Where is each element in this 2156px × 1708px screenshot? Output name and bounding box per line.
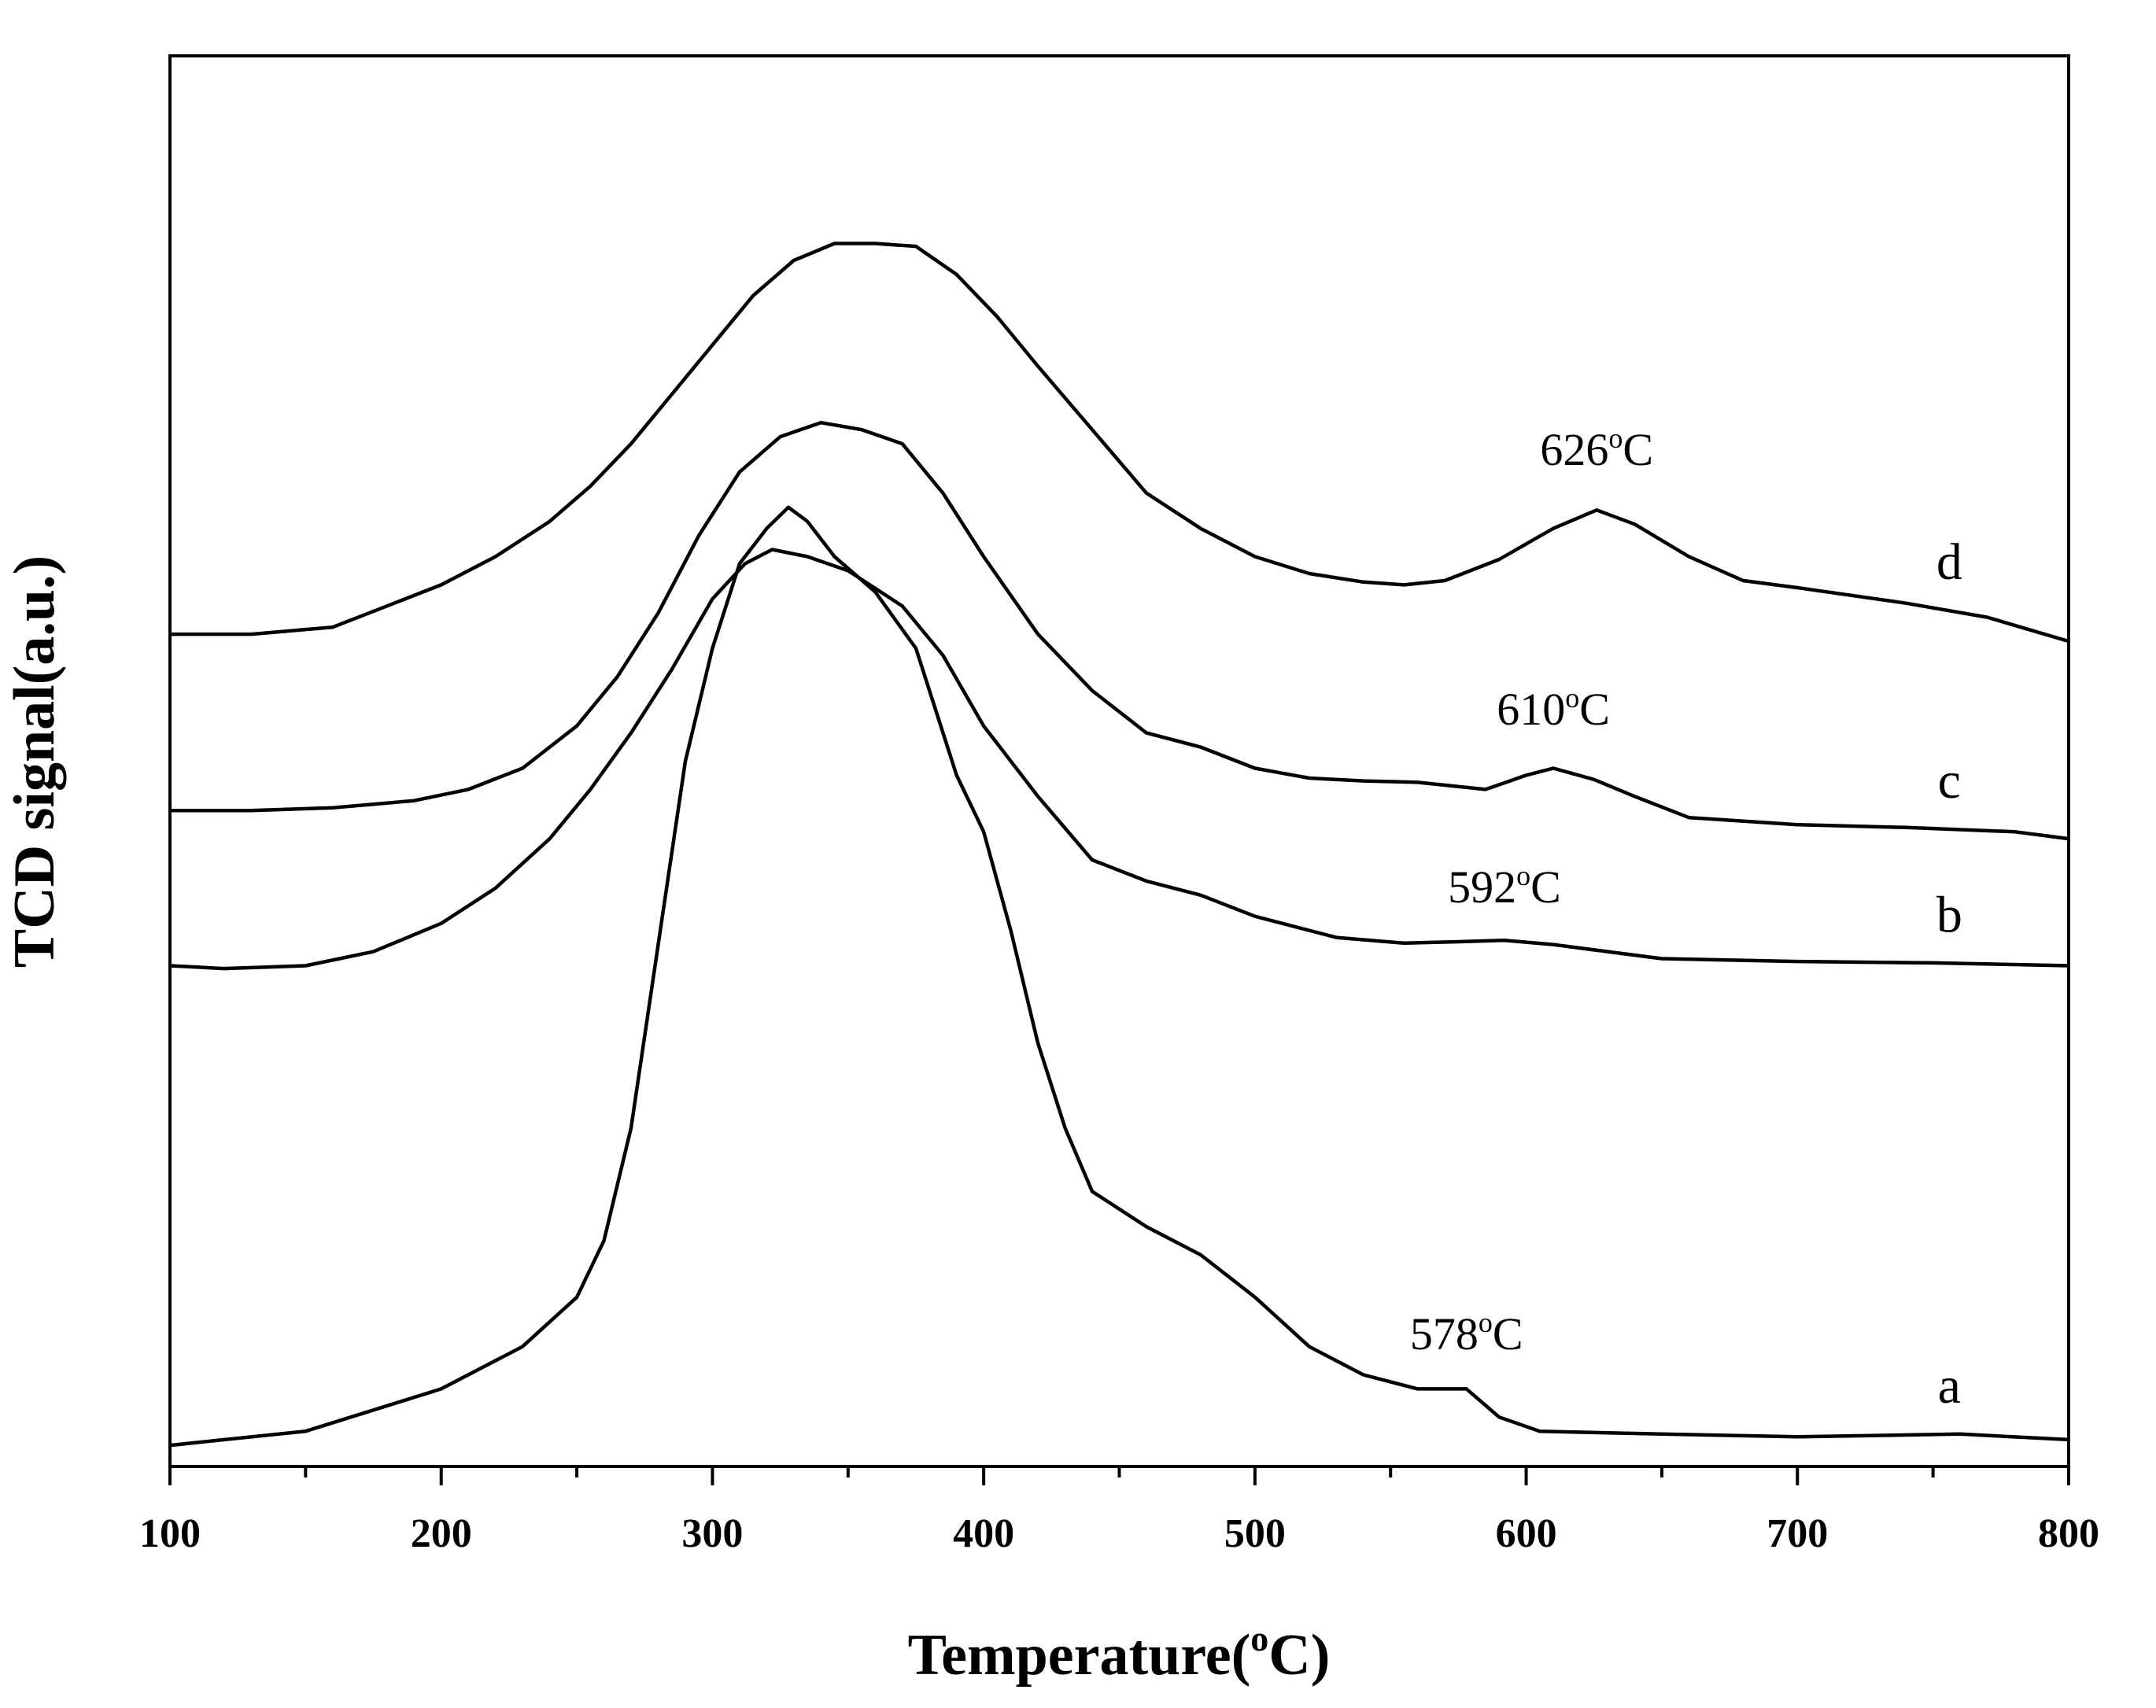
- x-tick-label-700: 700: [1767, 1511, 1828, 1556]
- peak-label-a: 578oC: [1410, 1307, 1523, 1359]
- y-axis-title: TCD signal(a.u.): [2, 555, 67, 968]
- x-tick-label-200: 200: [411, 1511, 472, 1556]
- x-axis-title: Temperature(oC): [908, 1618, 1331, 1688]
- plot-frame: [168, 54, 2070, 1468]
- x-axis-ticks: 100 200 300 400 500 600 700 800: [139, 1466, 2099, 1556]
- series-layer: [169, 242, 2069, 1448]
- x-tick-label-300: 300: [681, 1511, 743, 1556]
- x-tick-label-600: 600: [1496, 1511, 1557, 1556]
- series-line-c: [170, 420, 2069, 841]
- peak-label-d: 626oC: [1540, 422, 1653, 475]
- peak-annotations: 578oC 592oC 610oC 626oC: [1410, 422, 1653, 1359]
- peak-label-b: 592oC: [1448, 860, 1561, 913]
- peak-label-c: 610oC: [1497, 682, 1610, 735]
- series-line-a: [169, 505, 2069, 1448]
- series-line-d: [170, 242, 2069, 644]
- x-tick-label-100: 100: [139, 1511, 201, 1556]
- curve-label-d: d: [1936, 533, 1962, 591]
- series-line-b: [169, 548, 2069, 971]
- x-tick-label-800: 800: [2038, 1511, 2099, 1556]
- curve-label-c: c: [1938, 752, 1961, 810]
- x-tick-label-500: 500: [1224, 1511, 1286, 1556]
- x-tick-label-400: 400: [953, 1511, 1014, 1556]
- curve-label-a: a: [1938, 1357, 1961, 1415]
- curve-labels: a b c d: [1936, 533, 1962, 1415]
- curve-label-b: b: [1936, 886, 1962, 943]
